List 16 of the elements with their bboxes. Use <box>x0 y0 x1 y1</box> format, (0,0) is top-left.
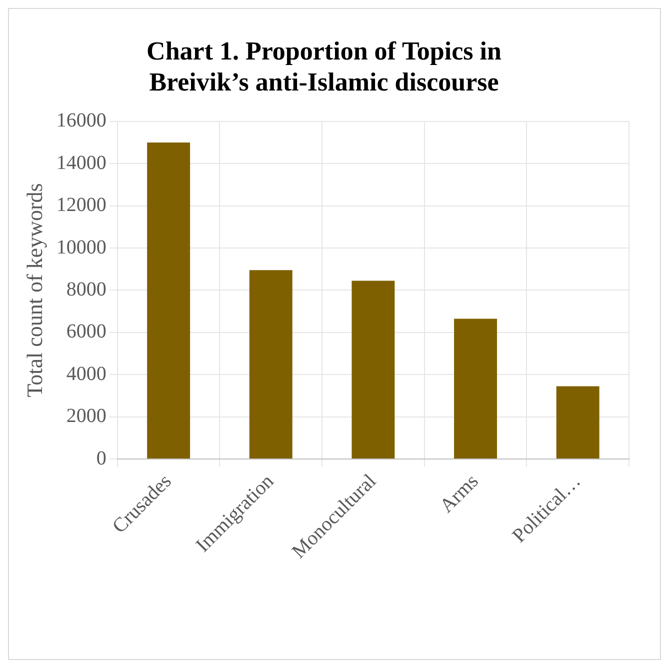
y-tick-label: 4000 <box>66 362 106 385</box>
bar <box>249 270 292 459</box>
bar <box>454 318 498 459</box>
bar <box>556 386 600 459</box>
y-tick-label: 12000 <box>56 194 106 216</box>
y-tick-label: 14000 <box>56 152 106 174</box>
y-tick-label: 2000 <box>66 405 106 428</box>
y-tick-label: 6000 <box>66 320 106 343</box>
bar <box>352 280 395 459</box>
y-axis-title: Total count of keywords <box>22 183 47 398</box>
y-tick-label: 16000 <box>56 110 106 132</box>
bar <box>147 142 190 459</box>
y-tick-label: 10000 <box>56 236 106 258</box>
chart-title: Chart 1. Proportion of Topics in Breivik’s anti-Islamic discourse <box>146 36 502 97</box>
y-tick-label: 8000 <box>66 278 106 300</box>
y-tick-label: 0 <box>96 447 106 470</box>
